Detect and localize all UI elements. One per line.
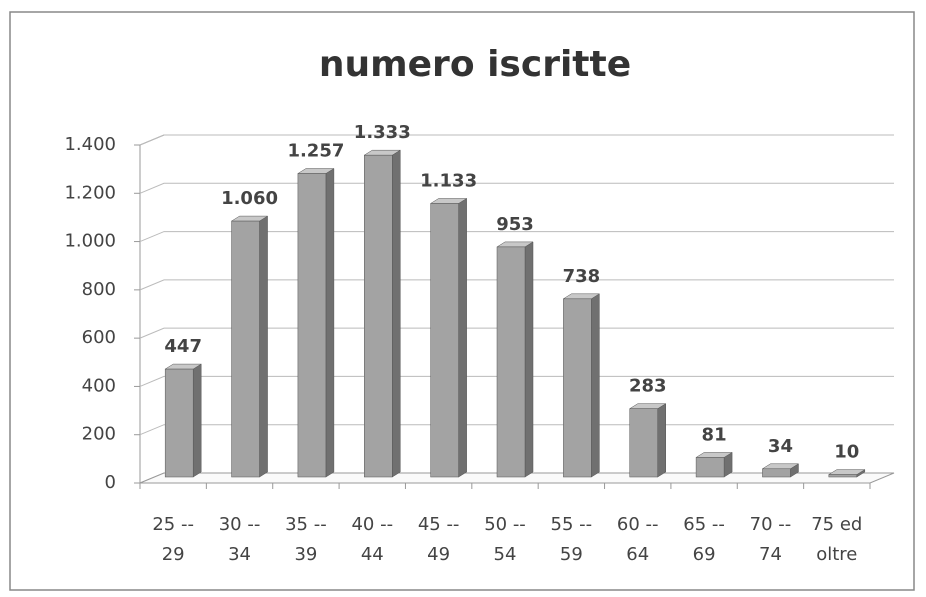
x-tick-label-line: 54 [494, 544, 517, 565]
bar-side [591, 293, 600, 478]
bar [297, 173, 327, 478]
value-label: 81 [702, 424, 727, 445]
bar-side [657, 403, 666, 478]
x-tick-label-line: 74 [759, 544, 782, 565]
y-tick-label: 1.200 [64, 182, 116, 203]
bar-side [259, 215, 268, 478]
grid-line [139, 231, 894, 243]
bar-side [325, 168, 335, 478]
x-tick-label-line: 55 -- [551, 514, 593, 535]
x-tick-label-line: 34 [228, 544, 251, 565]
bar [762, 468, 791, 478]
x-tick-label-line: 50 -- [484, 514, 526, 535]
bar-side [524, 241, 534, 478]
x-tick-label-line: 29 [162, 544, 185, 565]
x-tick-label-line: 75 ed [811, 514, 862, 535]
bar-side [458, 198, 467, 478]
bar [496, 246, 526, 478]
x-tick-label: 45 -- 49 [418, 514, 460, 565]
y-tick-label: 1.000 [64, 231, 116, 252]
y-tick-label: 200 [82, 424, 116, 445]
bar-side [392, 149, 401, 478]
grid-line [139, 279, 894, 291]
bar [828, 474, 858, 478]
x-tick-label-line: 39 [294, 544, 317, 565]
y-tick-label: 0 [105, 472, 116, 493]
bar [164, 368, 194, 478]
value-label: 953 [496, 214, 534, 235]
bar [430, 203, 459, 478]
x-tick-label-line: oltre [816, 544, 857, 565]
x-tick-label: 30 -- 34 [219, 514, 261, 565]
value-label: 34 [768, 436, 793, 457]
value-label: 738 [563, 266, 601, 287]
x-tick-label: 60 -- 64 [617, 514, 659, 565]
x-tick-label: 35 -- 39 [285, 514, 327, 565]
x-tick-label-line: 40 -- [351, 514, 393, 535]
x-tick-label-line: 65 -- [683, 514, 725, 535]
x-tick-label-line: 69 [693, 544, 716, 565]
value-label: 10 [834, 442, 859, 463]
x-tick-label-line: 59 [560, 544, 583, 565]
y-tick-label: 800 [82, 279, 116, 300]
value-label: 1.060 [221, 188, 278, 209]
chart-title: numero iscritte [319, 44, 631, 85]
value-label: 1.133 [420, 170, 477, 191]
grid-line [139, 375, 894, 387]
y-tick-label: 400 [82, 375, 116, 396]
bar-side [192, 363, 202, 478]
bar [231, 220, 260, 478]
x-tick-label-line: 70 -- [750, 514, 792, 535]
y-tick-label: 600 [82, 327, 116, 348]
x-tick-label: 40 -- 44 [351, 514, 393, 565]
grid-line [139, 182, 894, 194]
x-tick-label-line: 60 -- [617, 514, 659, 535]
x-tick-label-line: 35 -- [285, 514, 327, 535]
x-tick-label: 75 ed oltre [811, 514, 862, 565]
value-label: 283 [629, 376, 667, 397]
x-tick-label-line: 30 -- [219, 514, 261, 535]
x-tick-label: 65 -- 69 [683, 514, 725, 565]
grid-line [139, 134, 894, 146]
x-tick-label-line: 25 -- [152, 514, 194, 535]
x-tick-label: 55 -- 59 [551, 514, 593, 565]
value-label: 1.257 [287, 141, 344, 162]
bar [629, 408, 658, 478]
x-tick-label-line: 44 [361, 544, 384, 565]
bar [364, 154, 393, 478]
value-label: 447 [164, 336, 202, 357]
x-tick-label-line: 49 [427, 544, 450, 565]
x-tick-label-line: 64 [626, 544, 649, 565]
x-tick-label: 70 -- 74 [750, 514, 792, 565]
y-tick-label: 1.400 [64, 134, 116, 155]
bar [695, 457, 725, 478]
grid-line [139, 327, 894, 339]
x-tick-label: 25 -- 29 [152, 514, 194, 565]
x-tick-label-line: 45 -- [418, 514, 460, 535]
x-tick-label: 50 -- 54 [484, 514, 526, 565]
bar [563, 298, 592, 478]
value-label: 1.333 [354, 122, 411, 143]
